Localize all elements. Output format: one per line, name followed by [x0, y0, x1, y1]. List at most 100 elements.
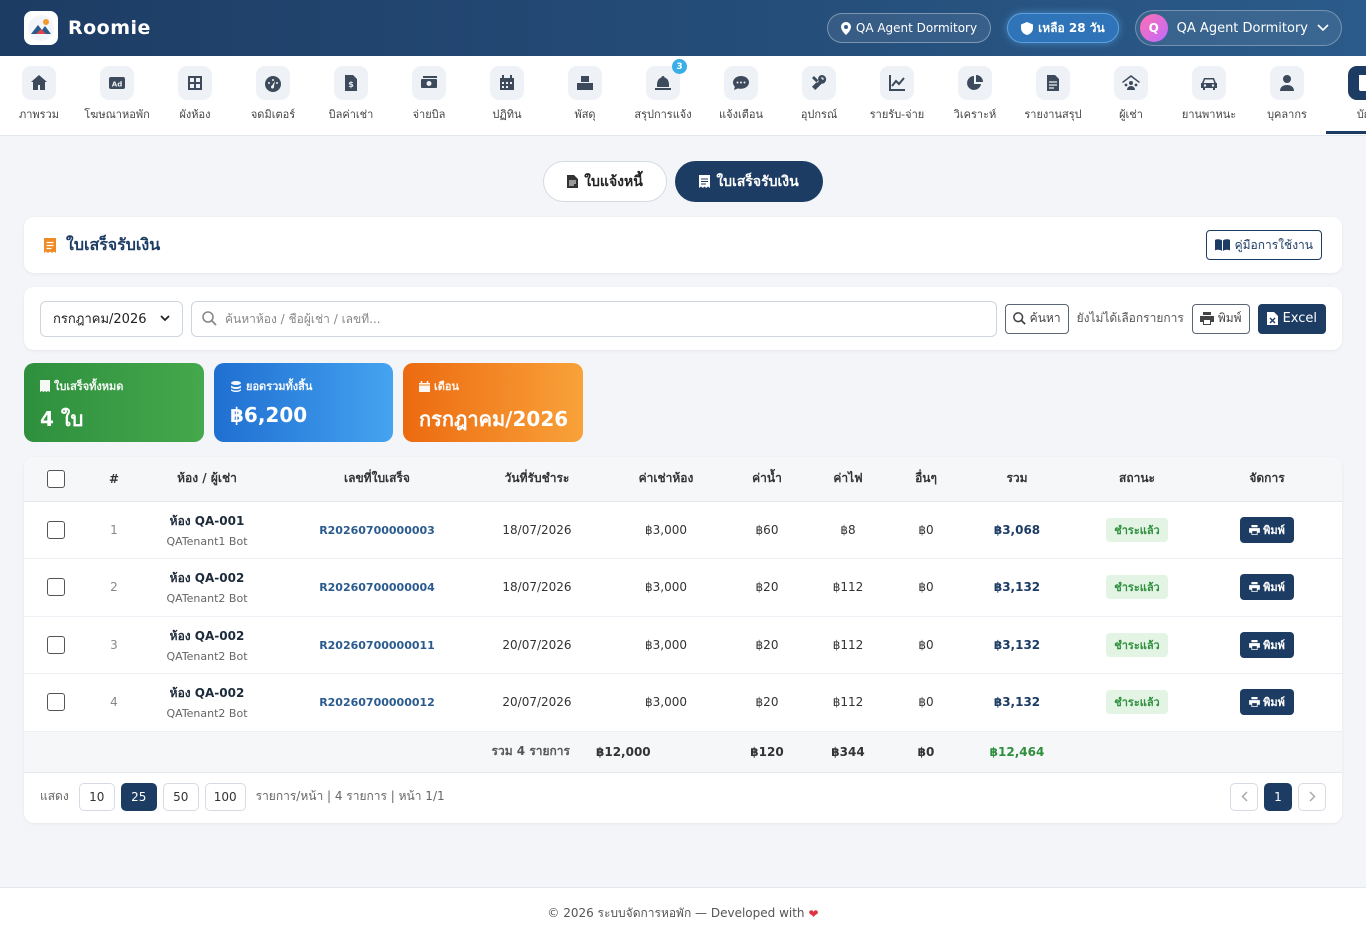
days-left-label: เหลือ 28 วัน [1038, 20, 1105, 35]
tab-invoice[interactable]: ใบแจ้งหนี้ [543, 161, 667, 202]
top-bar: Roomie QA Agent Dormitory เหลือ 28 วัน Q… [0, 0, 1366, 56]
next-page-button[interactable] [1298, 782, 1326, 811]
days-left-pill[interactable]: เหลือ 28 วัน [1007, 13, 1119, 43]
search-icon [202, 311, 217, 326]
page-title: ใบเสร็จรับเงิน [66, 234, 161, 254]
select-all-checkbox[interactable] [47, 469, 65, 488]
nav-item[interactable]: 3 สรุปการแจ้ง [624, 59, 702, 123]
row-index: 1 [88, 501, 140, 559]
print-button[interactable]: พิมพ์ [1191, 303, 1250, 334]
page-size-25[interactable]: 25 [120, 782, 157, 811]
receipt-number-link[interactable]: R20260700000011 [319, 638, 435, 652]
col-header: # [88, 457, 140, 502]
pagination: แสดง 10 25 50 100 รายการ/หน้า | 4 รายการ… [24, 773, 1342, 821]
book-open-icon [1214, 239, 1230, 251]
tab-receipt[interactable]: ใบเสร็จรับเงิน [675, 161, 823, 202]
user-menu[interactable]: Q QA Agent Dormitory [1134, 10, 1342, 46]
electric-amount: ฿112 [796, 616, 900, 674]
payment-date: 20/07/2026 [480, 616, 594, 674]
nav-item[interactable]: จดมิเตอร์ [234, 66, 312, 123]
nav-item[interactable]: ผู้เช่า [1092, 66, 1170, 123]
home-icon [22, 66, 56, 100]
receipt-no-cell: R20260700000011 [274, 616, 480, 674]
nav-item[interactable]: ยานพาหนะ [1170, 66, 1248, 123]
nav-item[interactable]: ผังห้อง [156, 66, 234, 123]
page-size-100[interactable]: 100 [204, 782, 246, 811]
boxes-icon [568, 66, 602, 100]
status-cell: ชำระแล้ว [1082, 616, 1192, 674]
row-checkbox[interactable] [47, 635, 65, 654]
receipt-no-cell: R20260700000004 [274, 558, 480, 617]
filter-bar: กรกฎาคม/2026 ค้นหา ยังไม่ได้เลือกรายการ … [24, 287, 1342, 350]
report-icon [1036, 66, 1070, 100]
receipt-number-link[interactable]: R20260700000004 [319, 581, 435, 595]
payment-date: 18/07/2026 [480, 558, 594, 617]
tenant-name: QATenant2 Bot [166, 592, 248, 606]
nav-item-label: สรุปการแจ้ง [634, 108, 692, 121]
receipt-no-cell: R20260700000012 [274, 673, 480, 732]
row-print-button[interactable]: พิมพ์ [1240, 574, 1294, 601]
month-select[interactable]: กรกฎาคม/2026 [40, 300, 183, 337]
status-badge: ชำระแล้ว [1106, 632, 1168, 657]
nav-item[interactable]: ภาพรวม [0, 66, 78, 123]
row-print-button[interactable]: พิมพ์ [1240, 631, 1294, 658]
row-print-button[interactable]: พิมพ์ [1240, 516, 1294, 543]
row-print-button[interactable]: พิมพ์ [1240, 689, 1294, 716]
select-all-cell [24, 457, 88, 502]
page-size-10[interactable]: 10 [78, 782, 115, 811]
col-header: ค่าเช่าห้อง [594, 457, 738, 502]
nav-item[interactable]: บัญ [1326, 66, 1366, 134]
bill-icon: $ [334, 66, 368, 100]
user-guide-button[interactable]: คู่มือการใช้งาน [1205, 230, 1322, 260]
user-guide-label: คู่มือการใช้งาน [1234, 237, 1313, 252]
electric-amount: ฿112 [796, 558, 900, 617]
nav-item[interactable]: ปฏิทิน [468, 66, 546, 123]
status-cell: ชำระแล้ว [1082, 501, 1192, 559]
nav-item[interactable]: พัสดุ [546, 66, 624, 123]
roomie-logo[interactable] [24, 11, 58, 45]
nav-item[interactable]: รายรับ-จ่าย [858, 66, 936, 123]
status-badge: ชำระแล้ว [1106, 690, 1168, 715]
bell-icon: 3 [646, 59, 687, 100]
row-checkbox[interactable] [47, 578, 65, 597]
room-name: ห้อง QA-001 [169, 513, 245, 528]
action-cell: พิมพ์ [1192, 558, 1342, 617]
search-input[interactable] [225, 311, 986, 326]
nav-item[interactable]: รายงานสรุป [1014, 66, 1092, 123]
nav-item[interactable]: อุปกรณ์ [780, 66, 858, 123]
prev-page-button[interactable] [1230, 782, 1258, 811]
nav-item[interactable]: บุคลากร [1248, 66, 1326, 123]
stat-total-receipts: ใบเสร็จทั้งหมด 4 ใบ [24, 363, 204, 442]
col-header: อื่นๆ [900, 457, 952, 502]
chevron-down-icon [160, 315, 170, 322]
print-button-label: พิมพ์ [1217, 311, 1242, 325]
excel-button[interactable]: Excel [1257, 303, 1326, 334]
col-header: สถานะ [1082, 457, 1192, 502]
coins-icon [231, 381, 241, 392]
page-size-label: แสดง [40, 789, 69, 803]
receipt-number-link[interactable]: R20260700000003 [319, 523, 435, 537]
search-button[interactable]: ค้นหา [1004, 303, 1069, 334]
nav-item[interactable]: $ บิลค่าเช่า [312, 66, 390, 123]
rent-amount: ฿3,000 [594, 558, 738, 617]
excel-file-icon [1266, 312, 1278, 325]
location-pill[interactable]: QA Agent Dormitory [826, 13, 992, 43]
money-icon [412, 66, 446, 100]
page-size-50[interactable]: 50 [162, 782, 199, 811]
row-index: 3 [88, 616, 140, 674]
stat-label: เดือน [434, 380, 460, 393]
receipt-number-link[interactable]: R20260700000012 [319, 696, 435, 710]
nav-item[interactable]: วิเคราะห์ [936, 66, 1014, 123]
nav-item[interactable]: แจ้งเตือน [702, 66, 780, 123]
nav-item[interactable]: Ad โฆษณาหอพัก [78, 66, 156, 123]
row-checkbox[interactable] [47, 520, 65, 539]
nav-item[interactable]: จ่ายบิล [390, 66, 468, 123]
stat-grand-total: ยอดรวมทั้งสิ้น ฿6,200 [214, 363, 393, 442]
row-total: ฿3,068 [952, 501, 1082, 559]
row-checkbox[interactable] [47, 693, 65, 712]
page-number-button[interactable]: 1 [1264, 782, 1292, 811]
action-cell: พิมพ์ [1192, 501, 1342, 559]
car-icon [1192, 66, 1226, 100]
printer-icon [1249, 639, 1260, 650]
room-name: ห้อง QA-002 [169, 628, 245, 643]
